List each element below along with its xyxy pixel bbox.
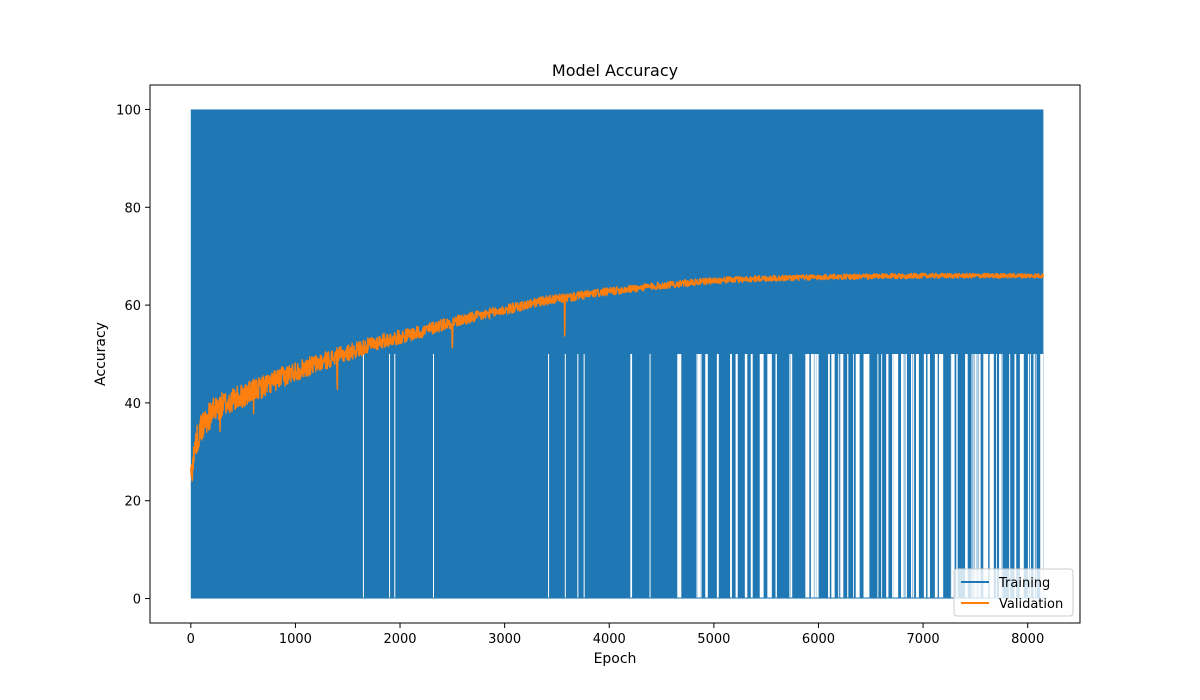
y-tick-label: 20 [124,495,141,510]
x-tick-label: 8000 [1011,632,1044,647]
x-axis-ticks: 0 1000 2000 3000 4000 5000 6000 7000 8000 [187,623,1044,647]
y-axis-ticks: 0 20 40 60 80 100 [116,103,150,608]
y-tick-label: 100 [116,103,141,118]
plot-frame [149,84,1081,624]
training-gaps [362,354,1044,598]
legend: Training Validation [953,568,1074,617]
x-tick-label: 4000 [593,632,626,647]
legend-label-validation: Validation [999,597,1063,612]
plot-content [190,109,1044,599]
x-tick-label: 3000 [488,632,521,647]
training-band [190,109,1044,599]
x-tick-label: 5000 [697,632,730,647]
x-tick-label: 6000 [802,632,835,647]
y-tick-label: 80 [124,201,141,216]
validation-line [190,272,1044,482]
y-tick-label: 0 [133,593,141,608]
x-tick-label: 0 [187,632,195,647]
legend-box [953,568,1074,617]
x-tick-label: 2000 [383,632,416,647]
x-axis-label: Epoch [594,651,637,667]
x-tick-label: 7000 [907,632,940,647]
y-tick-label: 40 [124,397,141,412]
legend-label-training: Training [998,576,1050,591]
chart-title: Model Accuracy [552,61,678,80]
x-tick-label: 1000 [279,632,312,647]
y-axis-label: Accuracy [93,322,109,386]
y-tick-label: 60 [124,299,141,314]
